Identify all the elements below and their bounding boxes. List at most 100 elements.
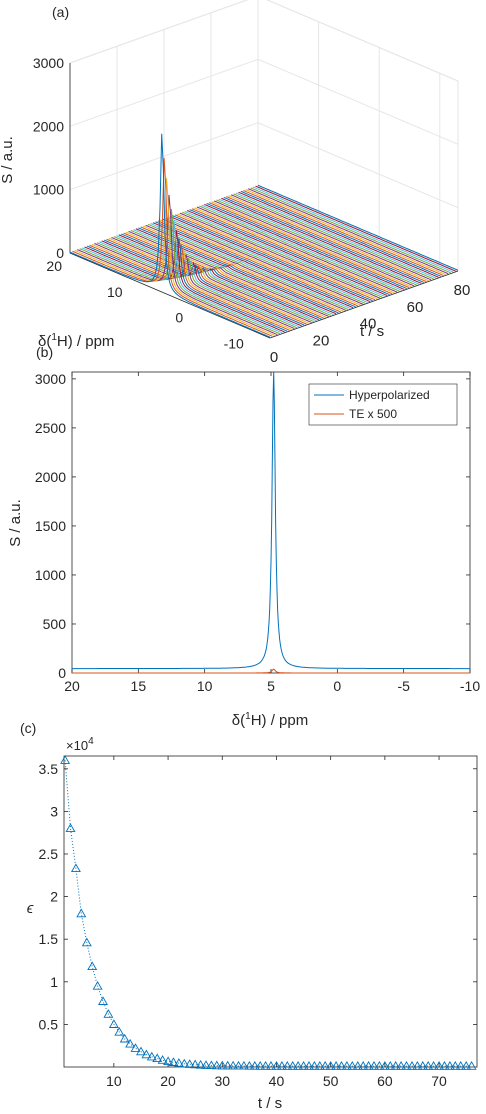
waterfall-trace [101,240,302,327]
waterfall-trace [184,210,385,297]
data-point-triangle [201,1060,211,1069]
data-point-triangle [276,1060,287,1070]
z-tick-label: 0 [56,245,64,261]
waterfall-trace [169,216,371,303]
data-point-triangle [108,1019,119,1028]
y-tick-label: 0 [58,665,66,681]
waterfall-trace [123,232,324,319]
data-point-triangle [439,1060,450,1070]
waterfall-trace [108,237,310,324]
data-point-triangle [293,1060,304,1070]
y-tick-label: 60 [407,299,424,316]
waterfall-trace [191,208,393,295]
data-point-triangle [401,1060,412,1070]
panel-a-axes [69,63,459,339]
waterfall-trace [177,213,378,300]
data-point-triangle [146,1051,157,1061]
data-point-triangle [217,1060,228,1070]
waterfall-trace [77,194,278,336]
data-point-triangle [190,1059,201,1069]
data-point-triangle [244,1060,255,1070]
data-point-triangle [369,1060,379,1070]
waterfall-trace [147,223,349,310]
data-point-triangle [184,1059,195,1068]
data-point-triangle [347,1060,358,1070]
y-tick-label: 500 [43,616,67,632]
panel-a-label: (a) [52,4,69,20]
waterfall-trace [165,217,366,304]
data-point-triangle [228,1060,239,1070]
x-tick-label: 5 [267,678,275,694]
waterfall-trace [150,223,351,309]
waterfall-trace [233,193,434,280]
data-point-triangle [455,1060,466,1070]
y-tick-label: 0.5 [39,1016,59,1032]
series-line-1 [72,668,470,674]
data-point-triangle [119,1033,130,1043]
panel-b-ticks: 20 15 10 5 0 -5 -10 0 500 1000 1500 2000 2500 3000 [35,371,480,694]
panel-b-xlabel-sup: 1 [245,711,251,722]
waterfall-trace [121,233,322,320]
waterfall-trace [96,242,298,329]
waterfall-trace [245,189,446,276]
x-tick-label: 70 [431,1073,447,1089]
data-point-triangle [412,1060,423,1070]
waterfall-trace [116,235,317,322]
data-point-triangle [298,1060,309,1070]
waterfall-trace [86,238,288,332]
data-point-triangle [92,980,103,990]
data-point-triangle [168,1057,179,1066]
waterfall-trace [189,209,390,296]
waterfall-trace [250,187,451,274]
data-point-triangle [325,1060,336,1070]
data-point-triangle [222,1060,233,1070]
z-tick-label: 1000 [33,182,64,198]
data-point-triangle [81,937,92,947]
data-point-triangle [136,1046,146,1056]
waterfall-trace [240,190,442,277]
data-point-triangle [179,1058,190,1068]
y-tick-label: 1.5 [39,931,59,947]
waterfall-trace [160,219,361,306]
waterfall-trace [213,200,415,287]
waterfall-trace [243,190,444,276]
waterfall-trace [69,133,271,338]
data-point-triangle [87,961,98,971]
x-axis-line [69,252,271,339]
y-tick-label: 2.5 [39,846,59,862]
y-tick-label: 1000 [35,567,66,583]
data-point-triangle [173,1058,184,1067]
panel-a-ylabel: t / s [360,323,384,340]
data-point-triangle [336,1060,347,1070]
y-tick-label: 3 [50,803,58,819]
waterfall-trace [257,184,459,271]
waterfall-trace [223,196,425,283]
x-tick-label: 40 [269,1073,285,1089]
data-point-triangle [282,1060,293,1070]
y-tick-label: 2 [50,889,58,905]
data-point-triangle [70,863,81,873]
y-tick-label: 2500 [35,420,66,436]
data-point-triangle [358,1060,369,1070]
grid-line-z [69,58,459,145]
x-tick-label: 20 [160,1073,176,1089]
panel-b-spectrum-chart: (b) 20 15 10 5 0 -5 -1005001000150020002500300… [7,344,480,729]
waterfall-trace [194,207,395,294]
waterfall-trace [252,186,454,273]
data-point-triangle [320,1060,331,1070]
x-tick-label: 10 [197,678,213,694]
data-point-triangle [238,1060,249,1070]
y-axis-line [269,270,459,339]
waterfall-trace [167,216,368,303]
y-tick-label: 3.5 [39,761,59,777]
grid-line-z [69,0,459,82]
waterfall-trace [91,243,293,330]
waterfall-trace [89,244,290,331]
panel-b-xlabel-prefix: δ( [232,712,245,729]
panel-a-traces [69,133,459,338]
data-point-triangle [466,1060,477,1070]
panel-a-xlabel-prefix: δ( [38,333,51,350]
y-tick-label: 3000 [35,371,66,387]
waterfall-trace [255,185,456,272]
